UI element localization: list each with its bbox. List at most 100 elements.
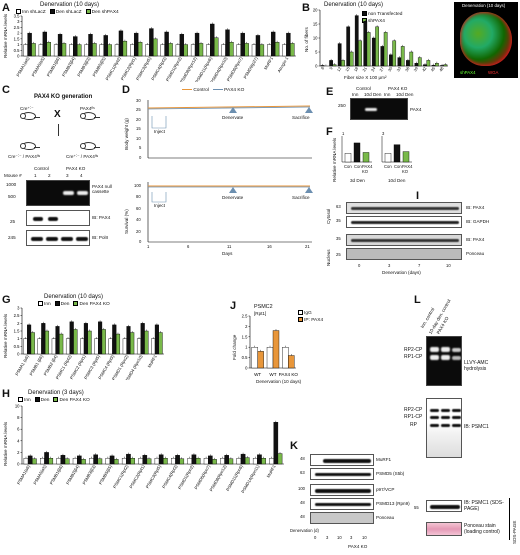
bar: [426, 60, 431, 67]
bar: [228, 458, 234, 465]
panel-title: PSMC2: [254, 304, 273, 310]
panel-i: I Cytosol Nucleus 63 35 35 25 IB: PAX4 I…: [326, 190, 520, 292]
mw-marker: 1000: [6, 182, 17, 187]
bar: [114, 44, 120, 57]
bar: [198, 43, 204, 57]
bar: [61, 43, 67, 57]
y-tick: 20: [136, 229, 141, 234]
panel-title: PAX4 KO generation: [34, 94, 93, 100]
bar: [158, 332, 163, 355]
bar: [393, 144, 401, 163]
bar: [431, 64, 436, 67]
x-tick: Con: [354, 164, 362, 169]
x-tick-label: PSMD6(Rpn7): [193, 463, 211, 490]
panel-k: K 48 63 100 48 48 MuRF1 PSMD5 (S5b) p97/…: [290, 440, 410, 555]
bar: [179, 34, 185, 57]
bar: [252, 457, 258, 465]
blot-band: [61, 237, 73, 241]
sacrifice-marker: [305, 107, 313, 113]
x-group-footer: Denervation (10 days): [256, 379, 302, 384]
bar: [229, 42, 234, 57]
bar: [55, 326, 60, 355]
bar: [384, 153, 392, 163]
bar: [440, 65, 444, 67]
panel-letter: A: [2, 2, 10, 14]
legend: non Transfected shPAX4: [362, 11, 402, 24]
bar: [137, 42, 143, 57]
bar: [282, 44, 287, 57]
bar: [44, 452, 49, 465]
blot-label: IB: GAPDH: [466, 219, 490, 224]
x-tick-label: 36: [404, 65, 411, 72]
y-tick-label: 5: [315, 50, 318, 55]
y-tick-label: 0: [17, 352, 20, 357]
panel-title: Denervation (10 days): [40, 2, 100, 8]
mw-marker: 500: [8, 194, 16, 199]
x-axis-label: Days: [222, 251, 233, 256]
gel-label: PAX4: [410, 107, 422, 112]
lane-number: 1: [34, 173, 37, 178]
x-tick: 0: [358, 263, 361, 268]
bar: [251, 347, 258, 369]
x-tick-label: PSMB3(β3): [81, 463, 96, 485]
blot-label: PSMD13 (Rpn9): [376, 501, 410, 506]
bar: [244, 43, 249, 57]
bar: [190, 44, 196, 57]
x-tick-label: PSMB5(β5): [91, 55, 106, 77]
x-tick-label: PSMC3(Rpt5): [145, 463, 163, 489]
panel-letter: G: [2, 294, 11, 306]
x-tick-label: PSMA5(α5): [30, 55, 46, 77]
bar: [402, 151, 410, 163]
bar: [118, 30, 124, 57]
panel-g: G Denervation (10 days) Inn Den Den PAX4…: [0, 292, 170, 380]
bar: [273, 422, 279, 465]
bar: [154, 457, 160, 465]
mw-marker: 48: [300, 500, 305, 505]
x-tick-label: 9: [328, 65, 334, 70]
blot-label: p97/VCP: [376, 487, 395, 492]
bar: [69, 44, 74, 57]
x-tick-label: 18: [353, 65, 360, 72]
panel-letter: J: [230, 300, 237, 312]
y-tick: 25: [136, 107, 141, 112]
bar: [69, 321, 74, 355]
x-tick-label: WT: [269, 372, 276, 377]
bar: [225, 29, 230, 57]
x-tick-label: PSMB1(β6): [49, 463, 64, 485]
y-tick: 20: [136, 117, 141, 122]
y-tick-label: 2: [17, 321, 20, 326]
subplot-footer: 10d Den: [388, 178, 406, 183]
y-tick-label: 10: [313, 36, 318, 41]
bar: [337, 43, 342, 67]
bar: [23, 457, 29, 465]
y-tick-label: 3: [17, 19, 20, 24]
x-tick: 6: [187, 244, 190, 249]
panel-title: Denervation (10 days): [324, 2, 384, 8]
x-tick-label: 27: [378, 65, 385, 72]
x-axis-label: Denervation (days): [382, 270, 421, 275]
bar: [142, 455, 148, 465]
x-tick-label: 12: [336, 65, 343, 72]
x-tick: Con: [344, 164, 352, 169]
micro-title: Denervation (10 days): [462, 3, 506, 8]
bar: [414, 63, 419, 67]
legend-item: Den shPAX4: [85, 9, 119, 15]
y-tick-label: 2: [245, 324, 248, 329]
bar: [329, 60, 334, 67]
sacrifice-label: Sacrifice: [292, 115, 310, 120]
x-tick-label: PSMC4(Rpt3): [161, 463, 179, 489]
bar: [23, 338, 28, 355]
subplot-footer: 3d Den: [350, 178, 365, 183]
bar: [332, 64, 337, 67]
panel-title: Denervation (10 days): [44, 294, 104, 300]
bar: [259, 44, 265, 57]
bar: [168, 43, 173, 57]
x-tick-label: 33: [395, 65, 402, 72]
bar: [383, 32, 388, 67]
inject-label: Inject: [154, 129, 165, 134]
bar: [23, 44, 28, 57]
x-tick: PAX4 KO: [402, 164, 413, 174]
bar: [277, 453, 283, 465]
gel-label: LLVY-AMC hydrolysis: [464, 360, 489, 372]
